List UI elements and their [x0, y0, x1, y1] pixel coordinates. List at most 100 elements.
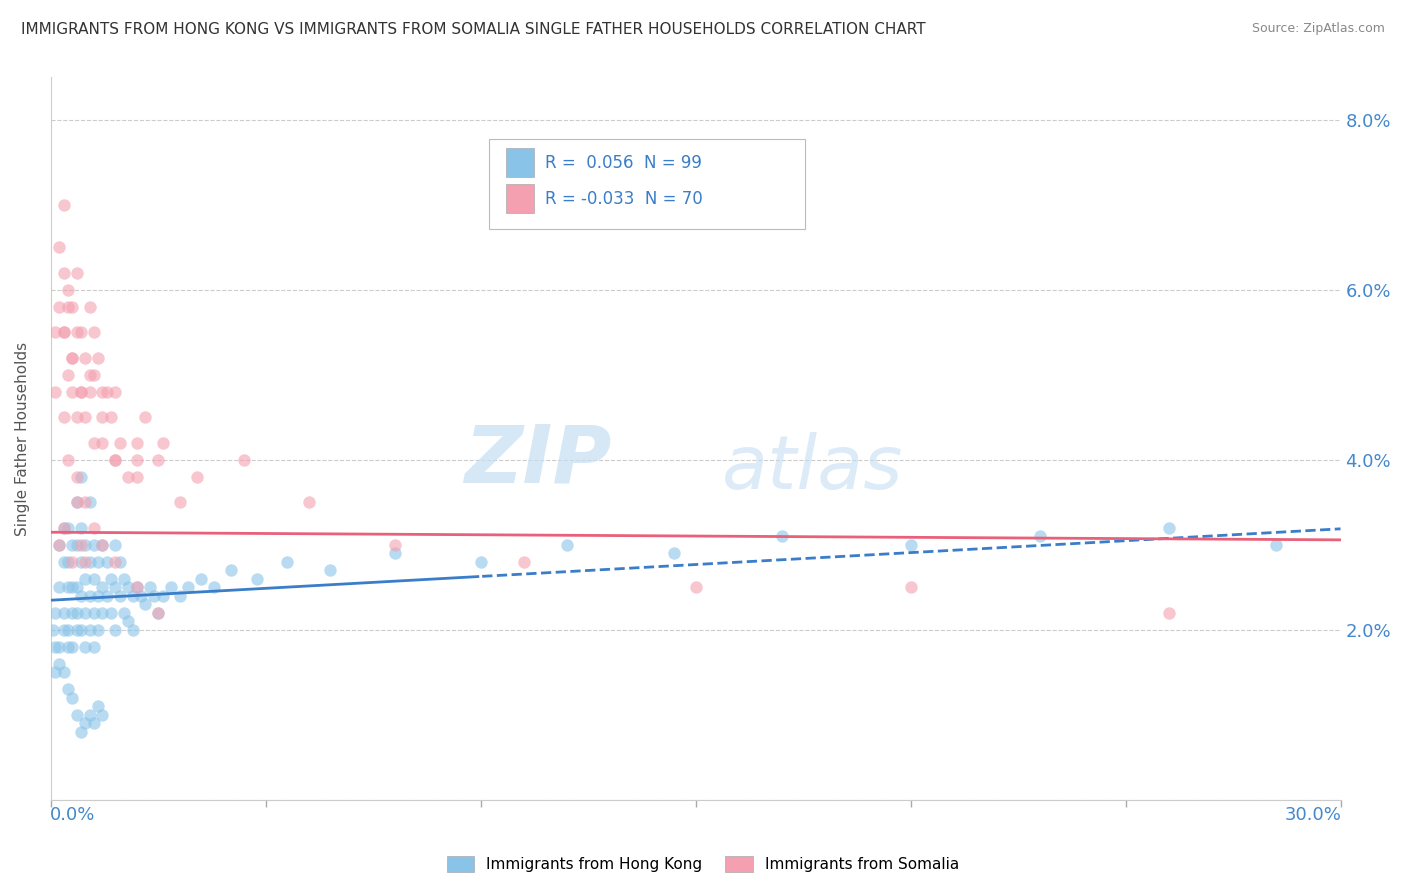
FancyBboxPatch shape — [506, 148, 534, 178]
Point — [143, 589, 166, 603]
Point — [52, 326, 75, 340]
Text: 0.0%: 0.0% — [49, 805, 96, 824]
Point — [1265, 538, 1288, 552]
Point — [70, 538, 93, 552]
Point — [44, 326, 66, 340]
Point — [75, 606, 97, 620]
Point — [42, 623, 65, 637]
FancyBboxPatch shape — [506, 185, 534, 213]
Point — [169, 589, 191, 603]
Point — [770, 529, 793, 543]
Point — [125, 581, 148, 595]
Point — [152, 436, 174, 450]
Point — [48, 538, 70, 552]
Point — [900, 581, 922, 595]
Point — [56, 682, 79, 697]
Point — [65, 538, 87, 552]
Point — [65, 266, 87, 280]
Point — [246, 572, 269, 586]
Point — [108, 589, 131, 603]
Point — [75, 410, 97, 425]
Point — [60, 300, 83, 314]
Point — [60, 690, 83, 705]
Point — [177, 581, 200, 595]
Point — [190, 572, 212, 586]
Point — [56, 581, 79, 595]
Point — [83, 521, 105, 535]
Point — [65, 410, 87, 425]
Point — [56, 368, 79, 382]
Point — [83, 326, 105, 340]
Point — [70, 555, 93, 569]
Point — [60, 538, 83, 552]
Legend: Immigrants from Hong Kong, Immigrants from Somalia: Immigrants from Hong Kong, Immigrants fr… — [439, 848, 967, 880]
Point — [121, 623, 143, 637]
Point — [44, 384, 66, 399]
Point — [91, 581, 114, 595]
Point — [319, 564, 342, 578]
Point — [65, 326, 87, 340]
Point — [79, 589, 101, 603]
Point — [70, 725, 93, 739]
Point — [276, 555, 298, 569]
Point — [65, 470, 87, 484]
Point — [48, 240, 70, 254]
Point — [52, 521, 75, 535]
Point — [117, 615, 139, 629]
Point — [91, 538, 114, 552]
Point — [52, 606, 75, 620]
Point — [52, 623, 75, 637]
Point — [100, 572, 122, 586]
Point — [79, 300, 101, 314]
Point — [70, 623, 93, 637]
Point — [87, 699, 110, 714]
Point — [91, 436, 114, 450]
Point — [48, 300, 70, 314]
Point — [87, 589, 110, 603]
Point — [70, 384, 93, 399]
Point — [56, 283, 79, 297]
Point — [148, 606, 170, 620]
Point — [79, 384, 101, 399]
Point — [91, 606, 114, 620]
Point — [104, 453, 127, 467]
Point — [75, 716, 97, 731]
Point — [65, 495, 87, 509]
Point — [104, 453, 127, 467]
Point — [138, 581, 160, 595]
Point — [79, 368, 101, 382]
Text: atlas: atlas — [721, 432, 903, 504]
Point — [104, 581, 127, 595]
Point — [52, 555, 75, 569]
Point — [83, 572, 105, 586]
Point — [52, 326, 75, 340]
Point — [48, 657, 70, 671]
Point — [60, 384, 83, 399]
Point — [108, 555, 131, 569]
Point — [75, 572, 97, 586]
Point — [87, 623, 110, 637]
FancyBboxPatch shape — [489, 139, 806, 229]
Point — [65, 708, 87, 723]
Point — [56, 555, 79, 569]
Point — [112, 572, 135, 586]
Point — [65, 581, 87, 595]
Point — [60, 555, 83, 569]
Point — [75, 555, 97, 569]
Point — [104, 623, 127, 637]
Point — [52, 410, 75, 425]
Point — [44, 665, 66, 680]
Point — [233, 453, 256, 467]
Point — [96, 384, 118, 399]
Point — [60, 351, 83, 365]
Point — [384, 546, 406, 560]
Point — [125, 581, 148, 595]
Point — [148, 453, 170, 467]
Point — [60, 640, 83, 654]
Point — [148, 606, 170, 620]
Point — [70, 326, 93, 340]
Point — [125, 436, 148, 450]
Point — [83, 436, 105, 450]
Point — [60, 351, 83, 365]
Point — [75, 351, 97, 365]
